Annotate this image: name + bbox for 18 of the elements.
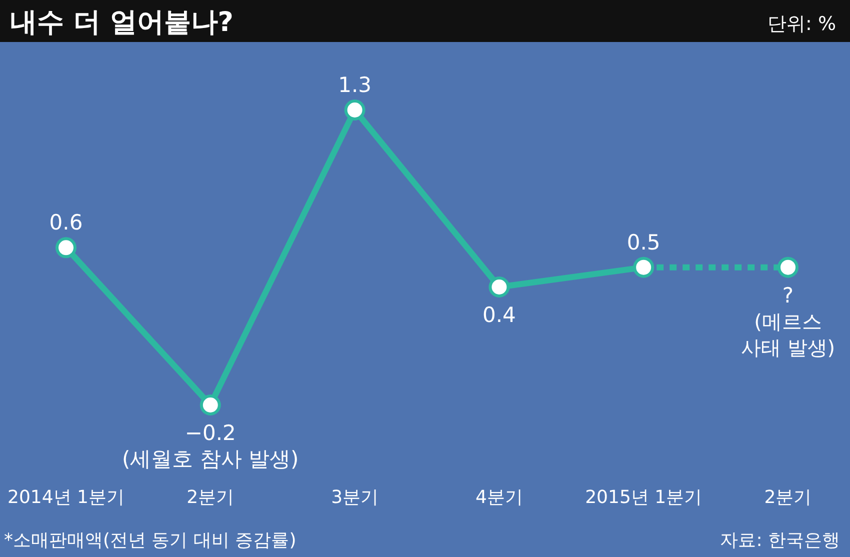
x-tick-label: 2분기 bbox=[186, 487, 234, 508]
text: 자료: 한국은행 bbox=[720, 530, 840, 551]
x-tick-label: 2015년 1분기 bbox=[585, 487, 702, 508]
data-label: 0.5 bbox=[626, 230, 660, 254]
data-label: 1.3 bbox=[338, 73, 372, 97]
annotation: (세월호 참사 발생) bbox=[122, 447, 299, 471]
text: 단위: % bbox=[768, 13, 836, 35]
x-tick-label: 2014년 1분기 bbox=[8, 487, 124, 508]
data-label: 0.4 bbox=[482, 303, 516, 327]
data-label: ? bbox=[782, 283, 794, 308]
data-label: −0.2 bbox=[184, 421, 236, 445]
x-tick-label: 4분기 bbox=[475, 487, 523, 508]
x-tick-label: 2분기 bbox=[764, 487, 812, 508]
data-label: 0.6 bbox=[49, 210, 83, 235]
x-tick-label: 3분기 bbox=[331, 487, 379, 508]
text: *소매판매액(전년 동기 대비 증감률) bbox=[4, 530, 296, 551]
chart-title: 내수 더 얼어붙나? bbox=[10, 7, 234, 38]
annotation: (메르스 사태 발생) bbox=[740, 309, 836, 360]
